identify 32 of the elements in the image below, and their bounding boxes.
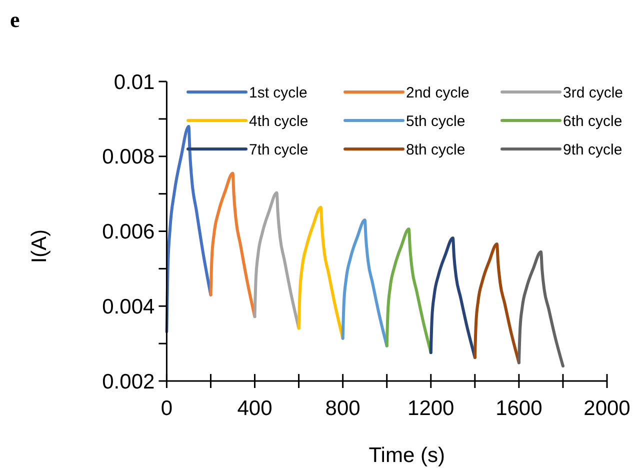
line-series [253,191,300,330]
legend-label: 2nd cycle [406,84,470,102]
line-series [385,228,432,354]
line-series [209,172,256,318]
line-series [429,236,476,359]
x-axis-title: Time (s) [368,444,445,467]
x-tick-label: 800 [325,397,360,420]
legend-label: 5th cycle [406,112,466,130]
chart-title: e [10,7,20,32]
legend-label: 8th cycle [406,141,466,158]
legend-label: 7th cycle [249,141,308,158]
line-series [517,250,564,368]
x-tick-label: 0 [160,397,173,420]
y-axis-title: I(A) [28,229,51,264]
x-tick-label: 1200 [408,397,454,420]
legend-label: 1st cycle [249,84,308,102]
x-tick-label: 400 [237,397,272,420]
y-tick-label: 0.006 [102,220,155,244]
y-tick-label: 0.002 [102,370,155,394]
legend-label: 4th cycle [249,112,308,130]
x-tick-label: 1600 [496,397,542,420]
line-series [297,206,344,340]
y-tick-label: 0.01 [114,70,155,94]
legend-label: 6th cycle [563,112,622,130]
line-series [341,218,388,348]
legend-label: 9th cycle [563,141,622,158]
y-tick-label: 0.008 [102,146,155,169]
x-tick-label: 2000 [584,397,630,420]
line-series [165,124,212,334]
legend-label: 3rd cycle [563,84,624,102]
y-tick-label: 0.004 [102,295,156,318]
line-series [473,242,520,364]
